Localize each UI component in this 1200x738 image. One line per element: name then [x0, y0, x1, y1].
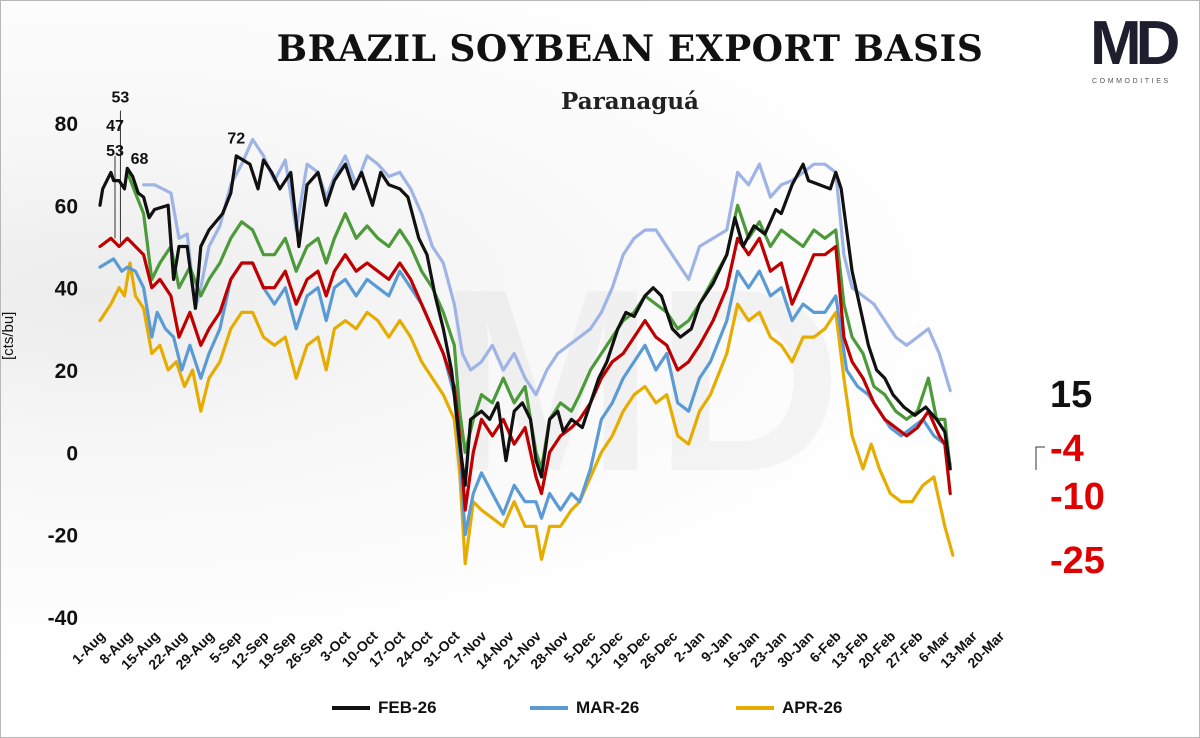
legend-label: APR-26	[782, 698, 843, 717]
md-commodities-logo: MD COMMODITIES	[1086, 9, 1186, 92]
series-line-feb-26	[98, 154, 952, 487]
legend-label: FEB-26	[378, 698, 437, 717]
y-tick-label: 60	[55, 195, 78, 218]
end-value-label: -25	[1050, 540, 1105, 582]
annotation-label: 72	[227, 131, 245, 148]
annotation-label: 47	[106, 118, 124, 135]
y-tick-label: 80	[55, 113, 78, 136]
legend-label: MAR-26	[576, 698, 640, 717]
annotation-label: 53	[112, 89, 130, 106]
y-tick-label: -40	[48, 607, 78, 630]
series-line-mar-26	[98, 257, 952, 537]
y-tick-label: 20	[55, 360, 78, 383]
legend-swatch	[332, 706, 370, 710]
legend-swatch	[736, 706, 774, 710]
chart-legend: FEB-26 MAR-26 APR-26	[0, 698, 1200, 728]
end-value-label: -4	[1050, 428, 1084, 470]
legend-item-apr-26: APR-26	[736, 698, 842, 718]
y-tick-label: 40	[55, 278, 78, 301]
annotation-label: 53	[106, 143, 124, 160]
y-tick-label: -20	[48, 525, 78, 548]
legend-swatch	[530, 706, 568, 710]
legend-item-feb-26: FEB-26	[332, 698, 437, 718]
legend-item-mar-26: MAR-26	[530, 698, 639, 718]
y-tick-label: 0	[66, 442, 78, 465]
end-value-label: -10	[1050, 476, 1105, 518]
chart-title: BRAZIL SOYBEAN EXPORT BASIS	[276, 28, 984, 70]
logo-letters: MD	[1090, 9, 1180, 78]
chart-subtitle: Paranaguá	[561, 88, 699, 115]
logo-subtitle: COMMODITIES	[1092, 78, 1171, 85]
end-bracket	[1035, 446, 1045, 470]
series-line-apr-26	[98, 261, 955, 566]
watermark-logo: MD	[438, 236, 842, 526]
annotation-label: 68	[131, 151, 149, 168]
series-line-red	[98, 236, 952, 512]
end-value-label: 15	[1050, 374, 1093, 416]
